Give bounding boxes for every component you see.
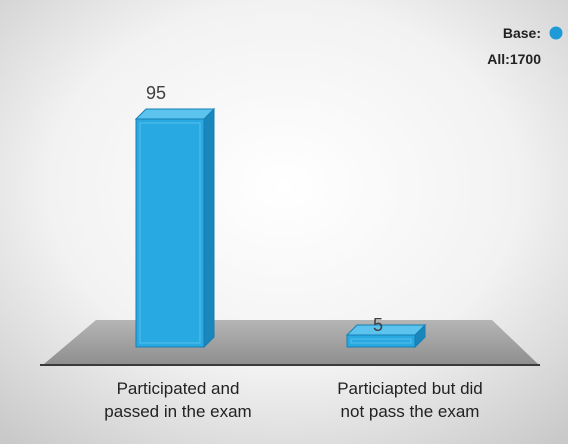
bar-1-top — [134, 108, 216, 120]
bar-2-top — [345, 324, 427, 336]
legend-base-label: Base: — [503, 25, 541, 41]
data-label-1: 95 — [146, 83, 166, 103]
bar-1 — [134, 107, 216, 349]
bar-2-highlight — [350, 338, 412, 344]
bar-1-front — [135, 118, 205, 348]
chart-floor — [44, 320, 538, 364]
category-label-2: Particiapted but did not pass the exam — [337, 379, 483, 421]
legend-all-label: All:1700 — [487, 51, 541, 67]
data-labels-group: 95 5 — [146, 83, 383, 335]
bars-group — [134, 107, 427, 349]
data-label-2: 5 — [373, 315, 383, 335]
category-labels-group: Participated and passed in the exam Partic… — [104, 379, 482, 421]
bar-2-front — [346, 334, 416, 348]
category-label-1: Participated and passed in the exam — [104, 379, 251, 421]
bar-2 — [345, 323, 427, 349]
legend-marker — [549, 26, 563, 40]
bar-1-highlight — [139, 122, 201, 344]
legend: Base: All:1700 — [487, 25, 563, 67]
bar-1-side — [203, 107, 215, 349]
